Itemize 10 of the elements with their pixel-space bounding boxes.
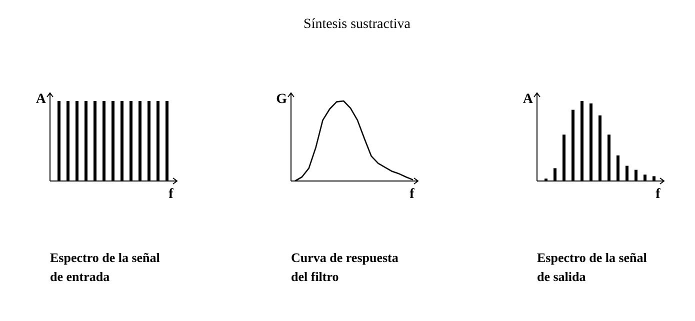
y-axis-title: G bbox=[276, 92, 288, 107]
text: Espectro de la señal de entrada bbox=[50, 250, 160, 284]
chart-title: Síntesis sustractiva bbox=[304, 17, 412, 32]
y-axis-title: A bbox=[36, 92, 47, 107]
text: Curva de respuesta del filtro bbox=[291, 250, 399, 284]
y-axis-title: A bbox=[522, 92, 534, 107]
text: Espectro de la señal de salida bbox=[537, 250, 648, 284]
x-axis-title: f bbox=[656, 187, 661, 202]
x-axis-title: f bbox=[410, 187, 415, 202]
x-axis-title: f bbox=[168, 187, 174, 202]
